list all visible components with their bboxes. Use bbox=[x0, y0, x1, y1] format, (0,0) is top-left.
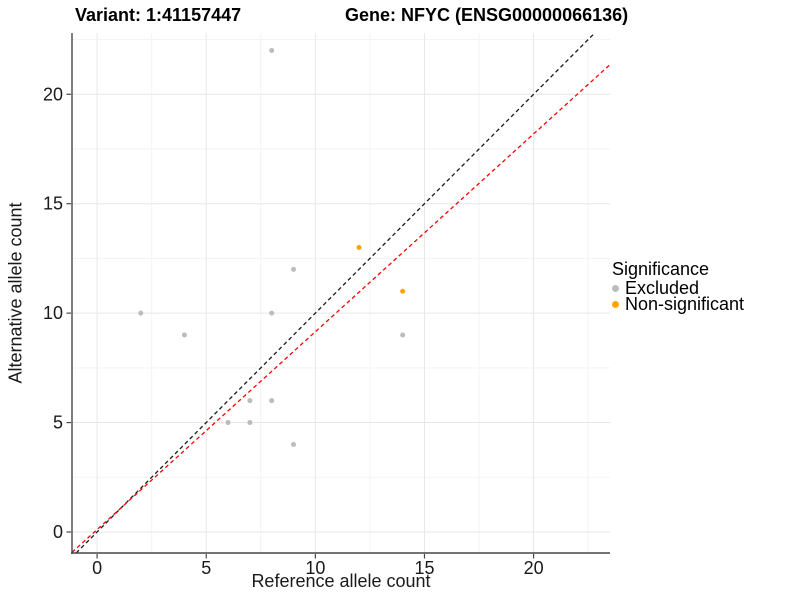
legend-item-label: Excluded bbox=[625, 277, 700, 298]
excluded-dot-icon bbox=[612, 284, 619, 292]
legend-item-excluded: Excluded bbox=[612, 277, 744, 298]
scatter-point-excluded bbox=[291, 441, 297, 447]
legend-item-non-significant: Non-significant bbox=[612, 293, 745, 314]
non-significant-dot-icon bbox=[612, 300, 619, 308]
x-tick-label: 5 bbox=[201, 558, 211, 578]
scatter-point-excluded bbox=[269, 48, 275, 54]
plot-title-variant: Variant: 1:41157447 bbox=[75, 5, 242, 25]
scatter-point-non-significant bbox=[356, 244, 362, 250]
plot-title-gene: Gene: NFYC (ENSG00000066136) bbox=[345, 5, 629, 25]
scatter-point-non-significant bbox=[400, 288, 406, 294]
y-tick-label: 5 bbox=[53, 413, 63, 433]
scatter-point-excluded bbox=[225, 420, 231, 426]
scatter-point-excluded bbox=[138, 310, 144, 316]
scatter-point-excluded bbox=[400, 332, 406, 338]
scatter-point-excluded bbox=[269, 398, 275, 404]
scatter-point-excluded bbox=[269, 310, 275, 316]
y-axis-title: Alternative allele count bbox=[5, 202, 26, 384]
y-tick-label: 0 bbox=[53, 522, 63, 542]
fit-line bbox=[72, 64, 610, 553]
x-tick-label: 20 bbox=[524, 558, 544, 578]
scatter-point-excluded bbox=[247, 420, 253, 426]
scatter-point-excluded bbox=[247, 398, 253, 404]
legend-item-label: Non-significant bbox=[625, 293, 745, 314]
x-axis-title: Reference allele count bbox=[251, 571, 431, 591]
legend: Significance Excluded Non-significant bbox=[612, 259, 745, 314]
y-tick-label: 10 bbox=[43, 303, 63, 323]
y-tick-label: 20 bbox=[43, 84, 63, 104]
reference-lines bbox=[72, 33, 610, 553]
legend-title: Significance bbox=[612, 259, 710, 279]
x-tick-label: 10 bbox=[305, 558, 325, 578]
scatter-point-excluded bbox=[181, 332, 187, 338]
x-tick-label: 15 bbox=[414, 558, 434, 578]
identity-line bbox=[75, 33, 596, 553]
y-tick-label: 15 bbox=[43, 194, 63, 214]
scatter-point-excluded bbox=[291, 266, 297, 272]
x-tick-label: 0 bbox=[92, 558, 102, 578]
